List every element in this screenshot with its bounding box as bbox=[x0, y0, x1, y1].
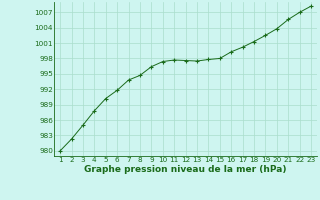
X-axis label: Graphe pression niveau de la mer (hPa): Graphe pression niveau de la mer (hPa) bbox=[84, 165, 287, 174]
